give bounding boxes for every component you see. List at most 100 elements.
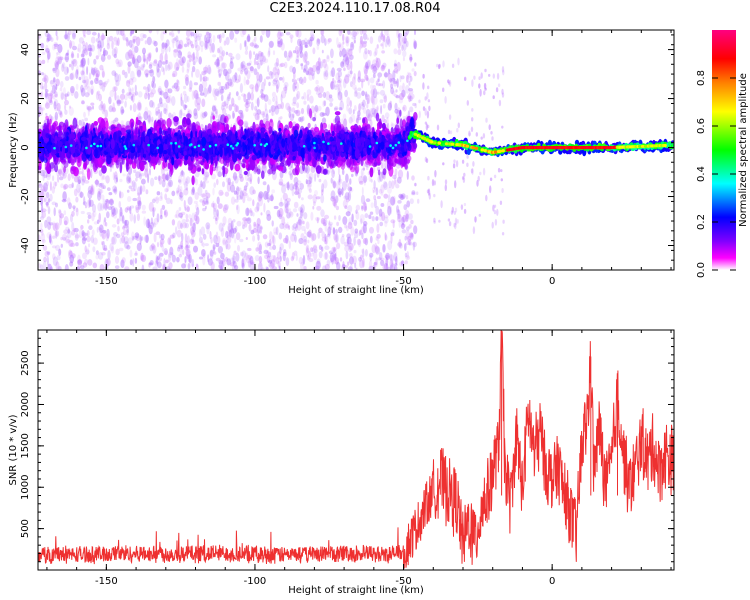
heatmap-cell (86, 66, 89, 76)
heatmap-cell (367, 112, 371, 117)
heatmap-cell (196, 102, 201, 112)
heatmap-cell (79, 64, 84, 68)
heatmap-cell (59, 110, 62, 117)
heatmap-cell (45, 180, 49, 187)
heatmap-cell (159, 53, 164, 63)
heatmap-cell (283, 86, 288, 92)
heatmap-cell (139, 33, 145, 38)
heatmap-cell (212, 88, 217, 98)
heatmap-cell (247, 33, 251, 42)
heatmap-cell (257, 194, 262, 202)
heatmap-cell (131, 91, 136, 97)
heatmap-cell (411, 175, 415, 181)
heatmap-cell (186, 68, 190, 74)
heatmap-cell (71, 182, 74, 188)
heatmap-cell (84, 85, 88, 90)
heatmap-cell (356, 30, 359, 35)
heatmap-cell (244, 40, 247, 47)
heatmap-cell (182, 222, 187, 229)
heatmap-cell (355, 118, 359, 124)
heatmap-cell (185, 30, 191, 37)
heatmap-cell (87, 219, 90, 224)
heatmap-cell (84, 258, 89, 266)
heatmap-cell (148, 69, 154, 74)
heatmap-cell (395, 89, 398, 93)
heatmap-cell (232, 253, 235, 262)
heatmap-cell (72, 32, 76, 40)
heatmap-cell (218, 189, 224, 197)
heatmap-cell (379, 32, 384, 40)
heatmap-cell (312, 245, 318, 253)
heatmap-cell (193, 214, 198, 222)
heatmap-cell (387, 102, 392, 111)
heatmap-cell (124, 266, 130, 270)
heatmap-cell (381, 114, 385, 123)
heatmap-cell (79, 191, 83, 199)
heatmap-cell (81, 234, 86, 239)
heatmap-cell (279, 171, 284, 179)
heatmap-cell (279, 116, 283, 120)
heatmap-cell (60, 92, 65, 100)
heatmap-cell (77, 179, 82, 184)
heatmap-cell (249, 66, 254, 72)
heatmap-cell (135, 177, 138, 182)
heatmap-cell (139, 173, 142, 180)
heatmap-cell (334, 111, 341, 116)
heatmap-cell (130, 187, 136, 192)
heatmap-cell (301, 39, 306, 45)
heatmap-cell (97, 90, 101, 96)
heatmap-cell (245, 237, 248, 240)
heatmap-cell (311, 233, 314, 242)
heatmap-cell (333, 215, 337, 220)
heatmap-cell (216, 213, 219, 219)
heatmap-cell (254, 105, 258, 111)
heatmap-cell (73, 227, 79, 233)
heatmap-cell (99, 83, 103, 90)
heatmap-cell (99, 264, 105, 270)
heatmap-cell (104, 258, 109, 269)
heatmap-cell (286, 197, 291, 203)
heatmap-cell (180, 222, 183, 229)
heatmap-cell (108, 105, 114, 113)
heatmap-cell (387, 186, 392, 194)
heatmap-cell (268, 260, 273, 264)
heatmap-cell (70, 72, 76, 80)
heatmap-cell (290, 233, 296, 242)
heatmap-cell (128, 78, 134, 86)
heatmap-cell (97, 40, 102, 49)
heatmap-cell (357, 110, 361, 117)
heatmap-cell (409, 56, 413, 61)
heatmap-cell (168, 253, 171, 263)
heatmap-cell (302, 220, 305, 225)
heatmap-cell (396, 109, 401, 118)
heatmap-cell (41, 208, 47, 213)
heatmap-cell (168, 238, 172, 246)
heatmap-cell (301, 225, 306, 231)
heatmap-cell (255, 247, 260, 252)
heatmap-cell (375, 205, 380, 215)
heatmap-cell (252, 212, 255, 217)
heatmap-cell (102, 185, 106, 190)
heatmap-cell (139, 255, 145, 262)
heatmap-cell (332, 256, 337, 265)
heatmap-cell (174, 214, 178, 218)
heatmap-cell (127, 50, 132, 57)
heatmap-cell (60, 183, 64, 189)
heatmap-cell (90, 102, 95, 106)
heatmap-cell (210, 111, 215, 116)
heatmap-cell (339, 257, 343, 262)
heatmap-cell (176, 46, 181, 53)
heatmap-cell (181, 263, 186, 269)
heatmap-cell (394, 59, 397, 67)
heatmap-cell (161, 61, 166, 65)
heatmap-cell (243, 120, 249, 128)
heatmap-cell (236, 115, 241, 125)
heatmap-cell (408, 242, 414, 246)
heatmap-cell (236, 204, 239, 211)
heatmap-cell (315, 260, 321, 270)
heatmap-cell (255, 99, 258, 104)
heatmap-cell (134, 91, 138, 96)
heatmap-cell (352, 31, 358, 37)
heatmap-cell (192, 186, 195, 195)
heatmap-cell (114, 90, 117, 101)
